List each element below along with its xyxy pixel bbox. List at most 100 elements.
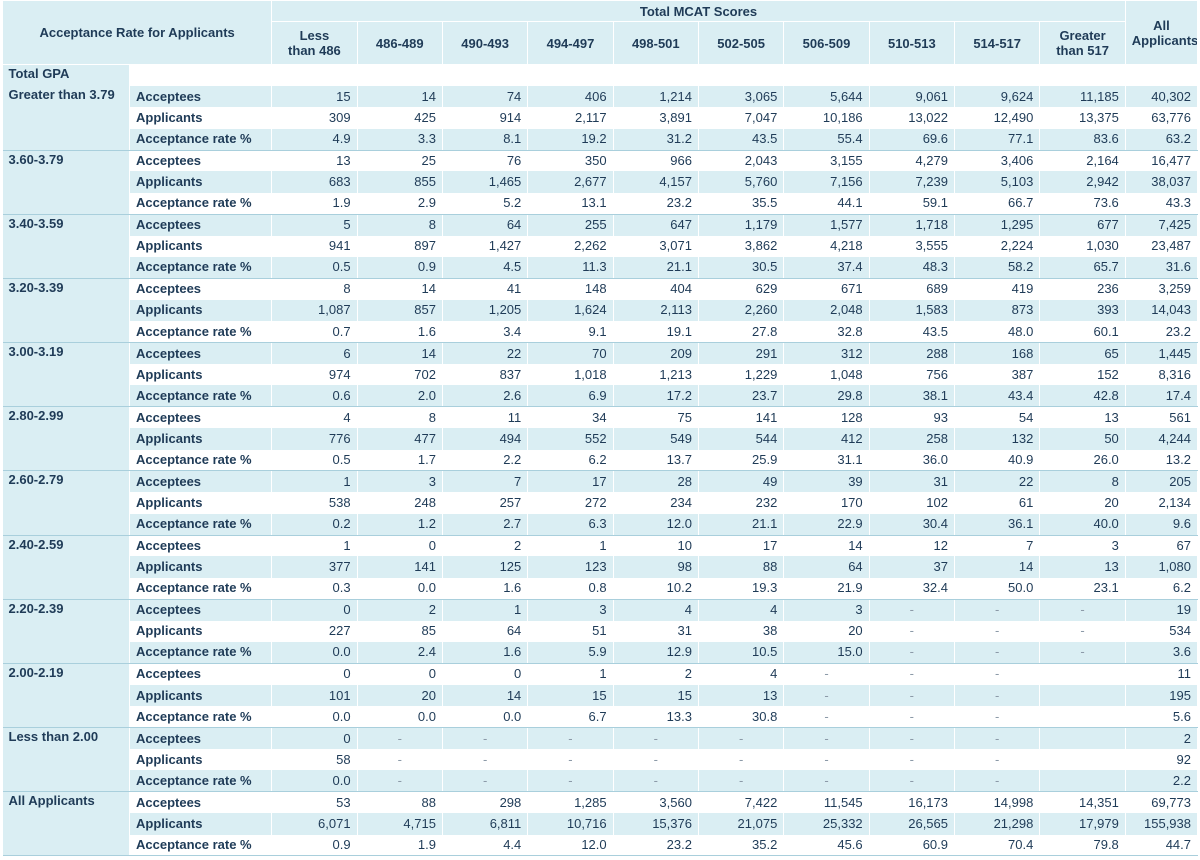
data-cell: 6.2 <box>527 449 614 472</box>
data-cell: 40.0 <box>1039 513 1126 536</box>
data-cell: 552 <box>527 428 614 450</box>
data-cell: 3,155 <box>783 150 870 172</box>
table-row: Applicants 58- - - - - - - -92 <box>3 749 1199 771</box>
data-cell: 1 <box>527 535 614 557</box>
data-cell: - <box>1039 642 1126 664</box>
data-cell: 298 <box>442 791 529 814</box>
table-row: 3.60-3.79 Acceptees 13 25 76 350 966 2,043 3,155… <box>2 150 1199 215</box>
data-cell: - <box>613 749 699 771</box>
data-cell: - <box>954 684 1041 707</box>
all-applicants-cell: 43.3 <box>1125 192 1199 215</box>
data-cell: 101 <box>271 684 358 707</box>
data-cell: 2.7 <box>442 513 529 536</box>
data-cell: 538 <box>271 492 358 514</box>
data-cell: - <box>783 770 870 793</box>
data-cell: 209 <box>613 342 699 364</box>
data-cell: 60.1 <box>1039 321 1126 344</box>
data-cell: 19.3 <box>698 577 785 600</box>
row-measure-label: Acceptees <box>129 791 273 814</box>
data-cell: 2 <box>613 663 699 685</box>
gpa-range-label: Greater than 3.79 <box>2 85 130 151</box>
data-cell: 257 <box>442 492 529 514</box>
data-cell: 58.2 <box>954 257 1041 279</box>
table-row: Applicants 776 477 494 552 549 544 412 258 132 50 4… <box>3 428 1199 450</box>
table-row: 2.00-2.19 Acceptees 0 0 0 1 2 4- - -11 <box>2 663 1199 729</box>
data-cell: 30.5 <box>698 257 785 279</box>
table-row: 2.80-2.99 Acceptees 4 8 11 34 75 141 128 93 54 13 56… <box>2 406 1199 472</box>
data-cell: 10 <box>613 535 699 557</box>
data-cell: - <box>442 749 529 771</box>
data-cell: 6.7 <box>527 706 614 729</box>
data-cell: 2.2 <box>442 449 529 472</box>
all-applicants-cell: 44.7 <box>1125 834 1199 857</box>
all-applicants-cell: 19 <box>1125 599 1199 621</box>
row-measure-label: Applicants <box>129 107 273 129</box>
data-cell: 677 <box>1039 214 1126 236</box>
data-cell: 0.5 <box>271 257 358 279</box>
table-row: Applicants 683 855 1,465 2,677 4,157 5,760 7,15… <box>3 171 1199 193</box>
data-cell: 41 <box>442 278 529 300</box>
data-cell: - <box>527 749 614 771</box>
data-cell: 9,061 <box>869 85 956 108</box>
data-cell: 974 <box>271 363 358 386</box>
data-cell: 671 <box>783 278 870 300</box>
data-cell: 412 <box>783 428 870 450</box>
gpa-range-label: 3.20-3.39 <box>2 278 130 344</box>
all-applicants-header-line-2: Applicants <box>1131 32 1198 48</box>
data-cell: 387 <box>954 363 1041 386</box>
all-applicants-cell: 16,477 <box>1125 150 1199 172</box>
all-applicants-header-line-1: All <box>1153 17 1170 33</box>
data-cell: 13 <box>1039 556 1126 578</box>
mcat-column-header-line: 486-489 <box>375 35 424 51</box>
data-cell: 31 <box>869 470 956 493</box>
data-cell: 12.0 <box>527 834 614 857</box>
data-cell: 1,048 <box>783 363 870 386</box>
data-cell: 1,577 <box>783 214 870 236</box>
data-cell: 43.5 <box>869 321 956 344</box>
data-cell: 17 <box>527 470 614 493</box>
all-applicants-cell: 3,259 <box>1125 278 1199 300</box>
all-applicants-column-header: All Applicants <box>1124 0 1199 65</box>
data-cell: 3 <box>527 599 614 621</box>
data-cell: 29.8 <box>783 385 870 408</box>
all-applicants-cell: 2 <box>1125 727 1199 749</box>
data-cell: 14 <box>783 535 870 557</box>
data-cell: 873 <box>954 299 1041 322</box>
data-cell: 0 <box>271 599 358 621</box>
data-cell: 702 <box>357 363 443 386</box>
data-cell: - <box>869 620 956 643</box>
row-measure-label: Acceptees <box>129 663 273 685</box>
data-cell: 21,075 <box>698 813 785 835</box>
mcat-column-header: 498-501 <box>612 21 699 65</box>
data-cell: 49 <box>698 470 785 493</box>
data-cell: 3,065 <box>698 85 785 108</box>
data-cell: 36.0 <box>869 449 956 472</box>
data-cell: 39 <box>783 470 870 493</box>
data-cell: - <box>613 727 699 749</box>
data-cell: 69.6 <box>869 128 956 151</box>
row-measure-label: Applicants <box>129 299 273 322</box>
data-cell: - <box>357 727 443 749</box>
data-cell: 0.9 <box>357 257 443 279</box>
data-cell: 13,022 <box>869 107 956 129</box>
row-measure-label: Acceptance rate % <box>129 257 273 279</box>
data-cell: 132 <box>954 428 1041 450</box>
data-cell: - <box>783 727 870 749</box>
data-cell: 6,071 <box>271 813 358 835</box>
table-row: Acceptance rate % 0.0 2.4 1.6 5.9 12.9 10.5 15.… <box>3 642 1199 664</box>
data-cell: - <box>442 770 529 793</box>
mcat-column-header-line: Greater <box>1059 28 1106 43</box>
data-cell: 2.0 <box>357 385 443 408</box>
data-cell: 88 <box>698 556 785 578</box>
data-cell: 11,545 <box>783 791 870 814</box>
data-cell: 141 <box>357 556 443 578</box>
data-cell: 941 <box>271 235 358 258</box>
data-cell: 102 <box>869 492 956 514</box>
table-row: Less than 2.00 Acceptees 0- - - - - - - -2 <box>2 727 1199 793</box>
row-measure-label: Acceptees <box>129 150 273 172</box>
data-cell: 3 <box>1039 535 1126 557</box>
data-cell: 2,048 <box>783 299 870 322</box>
row-measure-label: Applicants <box>129 749 273 771</box>
data-cell: 0.0 <box>271 642 358 664</box>
data-cell: 4,715 <box>357 813 443 835</box>
